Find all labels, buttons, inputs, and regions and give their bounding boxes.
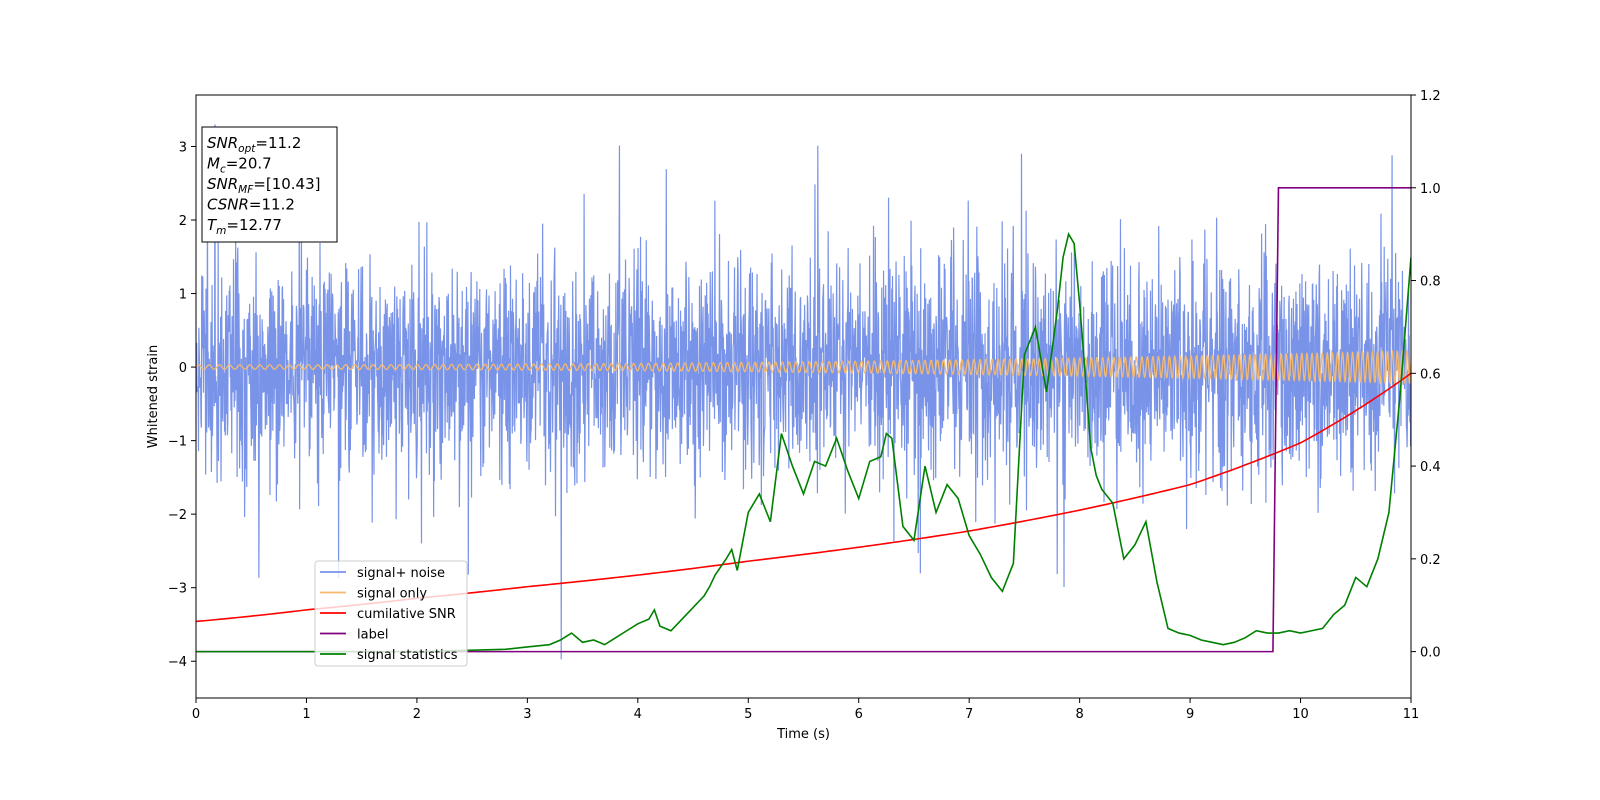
y-right-tick-label: 0.4 [1420,460,1441,475]
legend-entry: signal only [357,587,427,602]
plot-frame [195,94,1412,699]
y-left-tick-label: 3 [179,140,187,155]
annotation-symbol: SNR [207,175,238,193]
x-tick-label: 2 [413,707,421,722]
y-left-tick-label: −4 [168,655,187,670]
annotation-subscript: c [220,164,226,176]
annotation-symbol: CSNR [207,196,249,214]
annotation-line: Mc=20.7 [207,155,272,176]
annotation-symbol: SNR [207,134,238,152]
annotation-symbol: T [207,216,218,234]
x-tick-label: 4 [634,707,642,722]
y-right-tick-label: 1.0 [1420,182,1441,197]
annotation-subscript: m [216,225,226,237]
y-left-tick-label: −2 [168,508,187,523]
annotation-line: CSNR=11.2 [207,196,295,214]
y-axis-right: 0.0 0.2 0.4 0.6 0.8 1.0 1.2 [1411,89,1441,661]
x-tick-label: 8 [1075,707,1083,722]
x-tick-label: 0 [192,707,200,722]
y-left-tick-label: −1 [168,435,187,450]
series-signal-statistics [196,232,1411,653]
y-left-tick-label: −3 [168,582,187,597]
x-tick-label: 7 [965,707,973,722]
y-left-tick-label: 0 [179,361,187,376]
x-tick-label: 10 [1292,707,1309,722]
y-right-tick-label: 1.2 [1420,89,1441,104]
legend: signal+ noise signal only cumilative SNR la… [314,560,468,667]
signal-only-line [196,349,1411,385]
annotation-symbol: M [207,155,220,173]
annotation-value: =12.77 [226,216,282,234]
annotation-value: =11.2 [249,196,295,214]
y-left-tick-label: 1 [179,288,187,303]
legend-frame [314,560,468,667]
annotation-value: =[10.43] [253,175,320,193]
annotation-line: SNRopt=11.2 [207,134,301,155]
x-axis: 0 1 2 3 4 5 6 7 8 9 10 11 [192,698,1419,722]
noise-line [196,124,1411,660]
legend-entry: label [357,628,388,643]
y-right-tick-label: 0.6 [1420,367,1441,382]
x-tick-label: 6 [855,707,863,722]
y-right-tick-label: 0.2 [1420,553,1441,568]
annotation-line: SNRMF=[10.43] [207,175,321,196]
x-tick-label: 11 [1403,707,1420,722]
x-tick-label: 3 [523,707,531,722]
y-right-tick-label: 0.0 [1420,646,1441,661]
annotation-frame [201,126,338,243]
annotation-value: =11.2 [255,134,301,152]
label-line [196,186,1411,653]
annotation-subscript: opt [238,143,256,155]
legend-entry: signal statistics [357,648,458,663]
x-tick-label: 1 [302,707,310,722]
y-right-tick-label: 0.8 [1420,275,1441,290]
legend-entry: signal+ noise [357,566,445,581]
legend-entry: cumilative SNR [357,607,456,622]
x-tick-label: 5 [744,707,752,722]
series-signal-only [196,349,1411,385]
y-axis-left: −4 −3 −2 −1 0 1 2 3 [168,140,196,670]
y-left-tick-label: 2 [179,214,187,229]
annotation-line: Tm=12.77 [207,216,282,237]
annotation-value: =20.7 [226,155,272,173]
series-label [196,186,1411,653]
series-signal-noise [196,124,1411,660]
annotation-subscript: MF [238,184,254,196]
x-tick-label: 9 [1186,707,1194,722]
x-axis-label: Time (s) [776,727,830,742]
annotation-box: SNRopt=11.2Mc=20.7SNRMF=[10.43]CSNR=11.2… [201,126,338,243]
y-axis-label: Whitened strain [146,345,161,448]
signal-statistics-line [196,232,1411,653]
